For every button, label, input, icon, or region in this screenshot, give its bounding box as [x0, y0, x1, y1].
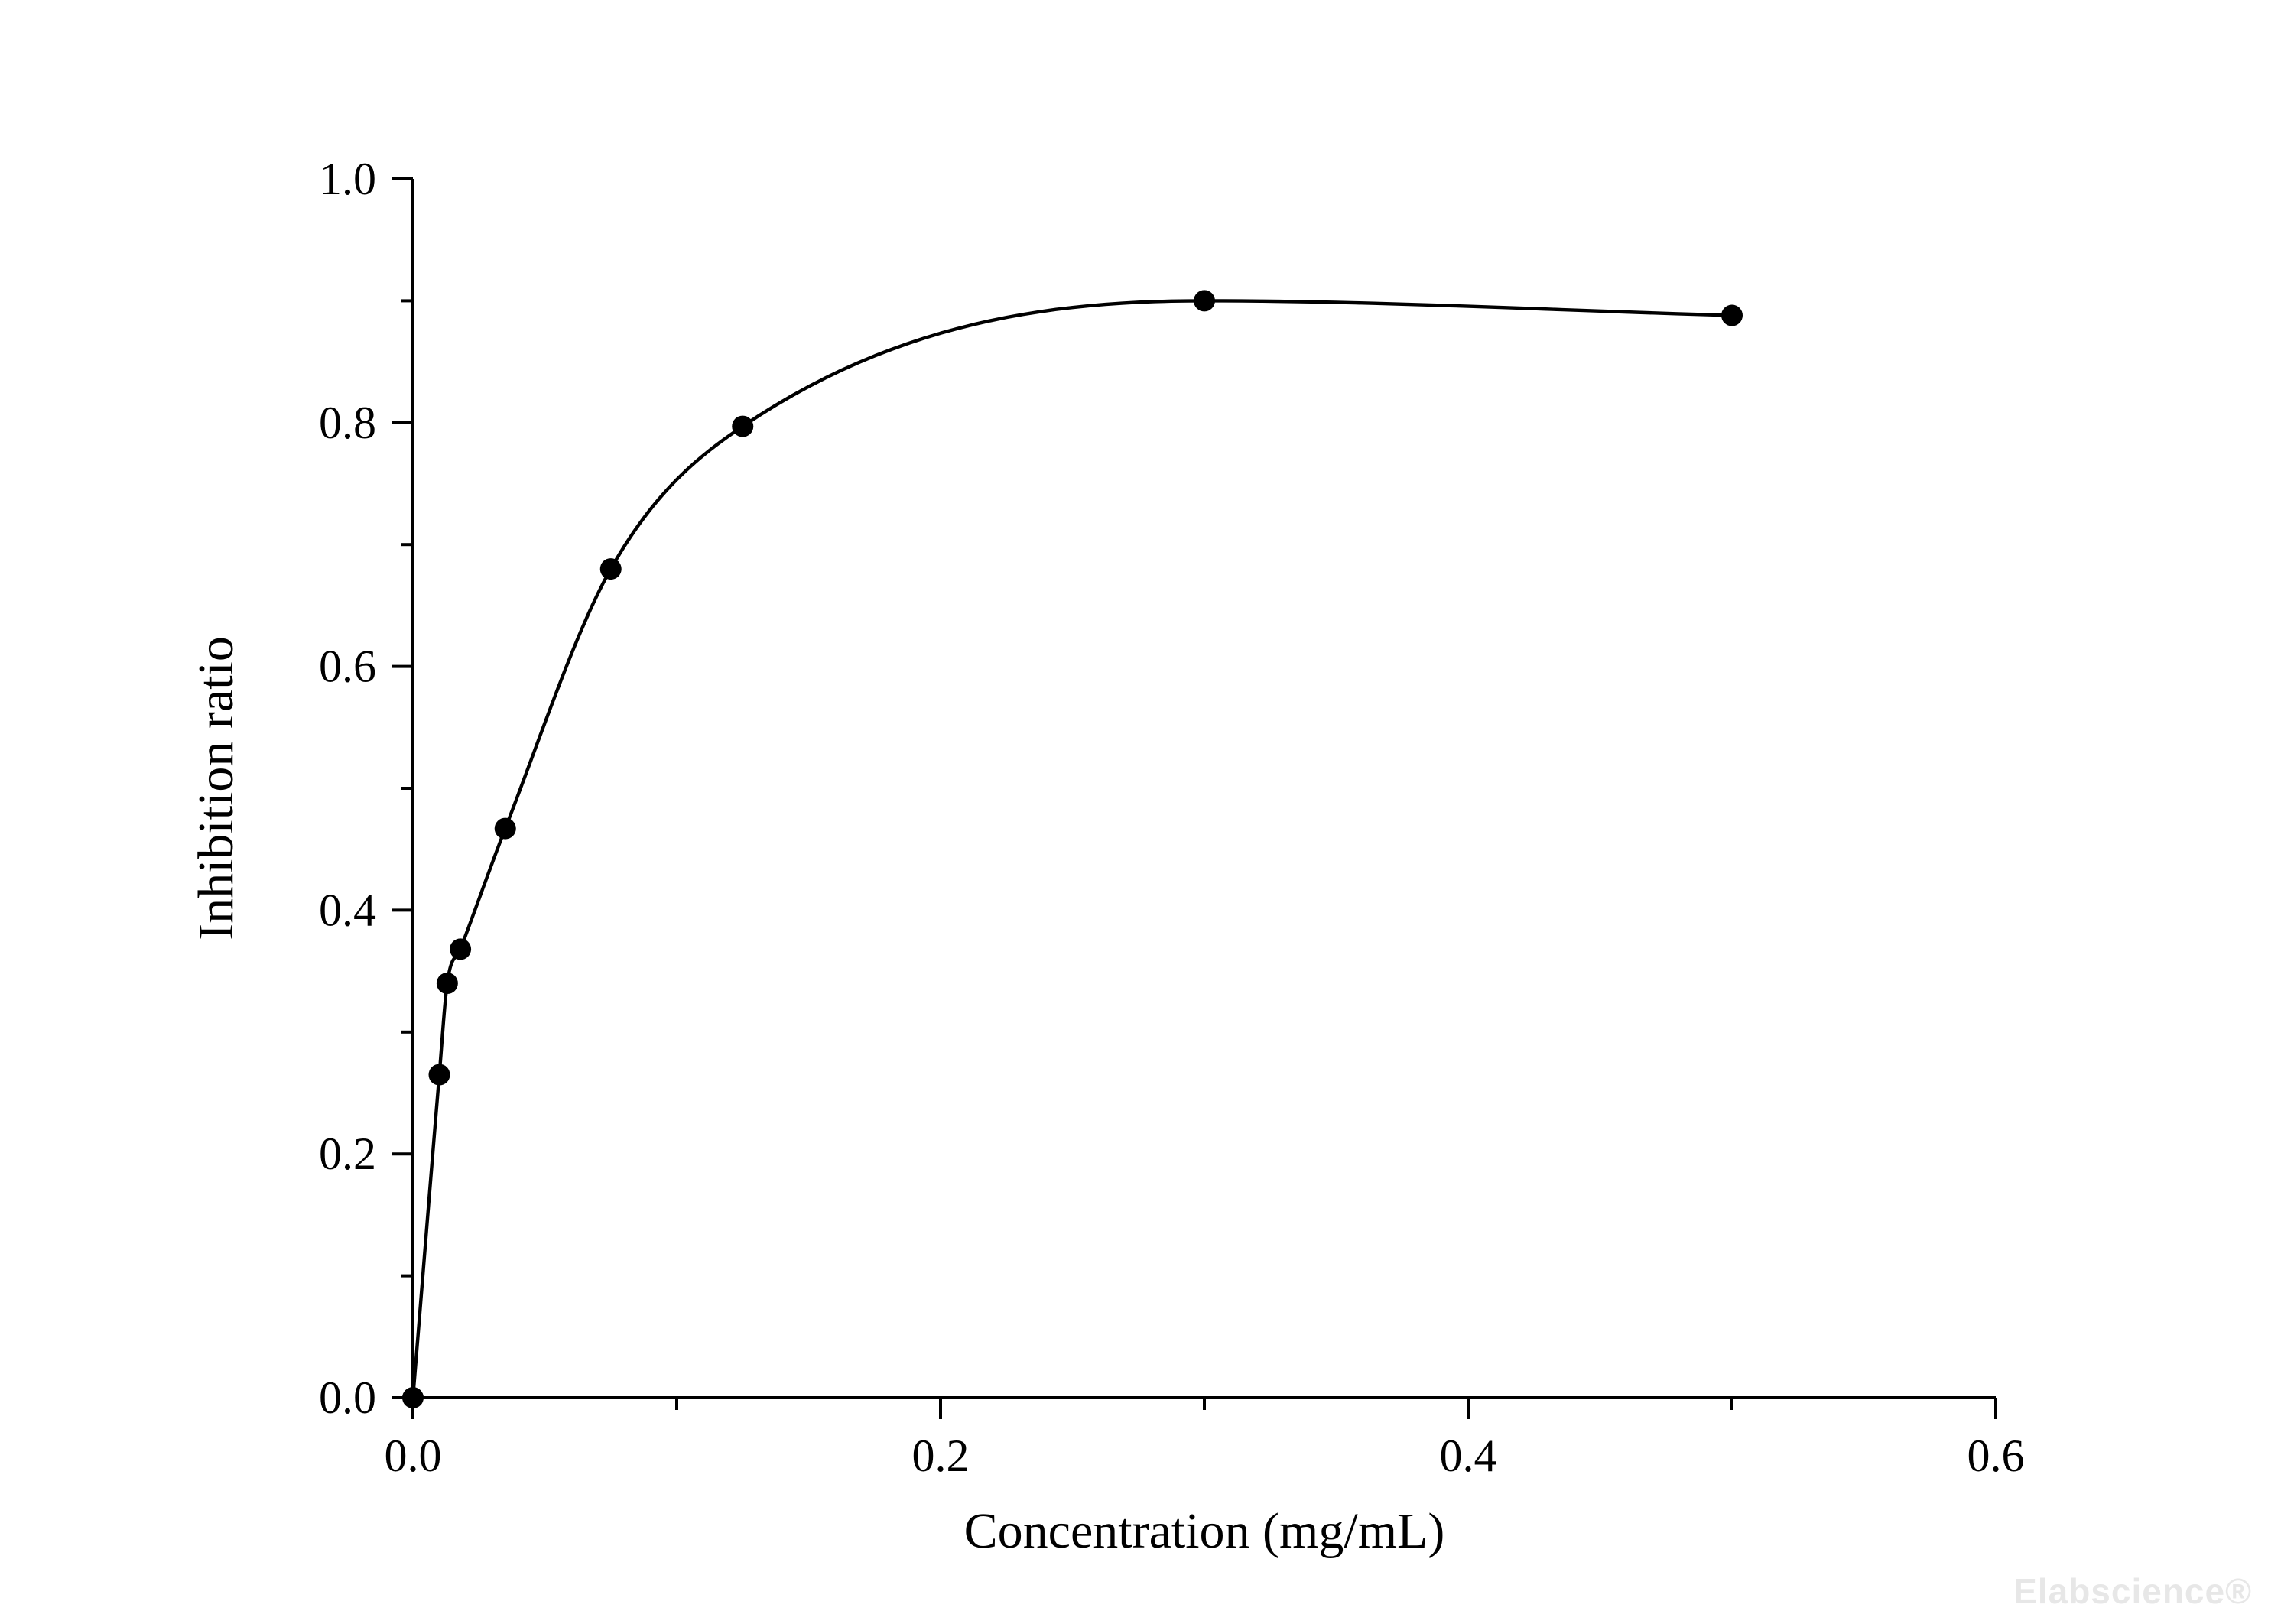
y-tick-label: 0.2 [319, 1129, 376, 1179]
x-tick-label: 0.2 [912, 1431, 970, 1481]
x-tick-label: 0.4 [1440, 1431, 1497, 1481]
y-tick-label: 0.4 [319, 885, 376, 935]
x-tick-label: 0.0 [385, 1431, 442, 1481]
data-point [450, 938, 472, 960]
data-point [428, 1064, 450, 1086]
y-tick-label: 0.6 [319, 641, 376, 692]
axis-ticks [392, 177, 1997, 1419]
data-point [436, 973, 458, 995]
fit-curve [411, 299, 1734, 1400]
y-axis-label: Inhibition ratio [188, 636, 244, 940]
watermark-logo: Elabscience® [2013, 1571, 2252, 1611]
data-point [732, 415, 754, 437]
data-point [402, 1387, 424, 1408]
data-point [1194, 290, 1215, 312]
y-tick-label: 0.0 [319, 1372, 376, 1423]
data-point [1721, 304, 1743, 326]
y-tick-label: 0.8 [319, 398, 376, 448]
x-tick-label: 0.6 [1967, 1431, 2025, 1481]
data-points [402, 290, 1743, 1408]
data-point [494, 817, 516, 840]
data-point [599, 558, 622, 580]
axis-lines [411, 179, 1996, 1399]
y-tick-label: 1.0 [319, 154, 376, 204]
tick-labels: 0.0 0.2 0.4 0.6 0.0 0.2 0.4 0.6 0.8 1.0 [319, 154, 2025, 1481]
axes [411, 179, 1996, 1399]
x-axis-label: Concentration (mg/mL) [964, 1503, 1445, 1559]
